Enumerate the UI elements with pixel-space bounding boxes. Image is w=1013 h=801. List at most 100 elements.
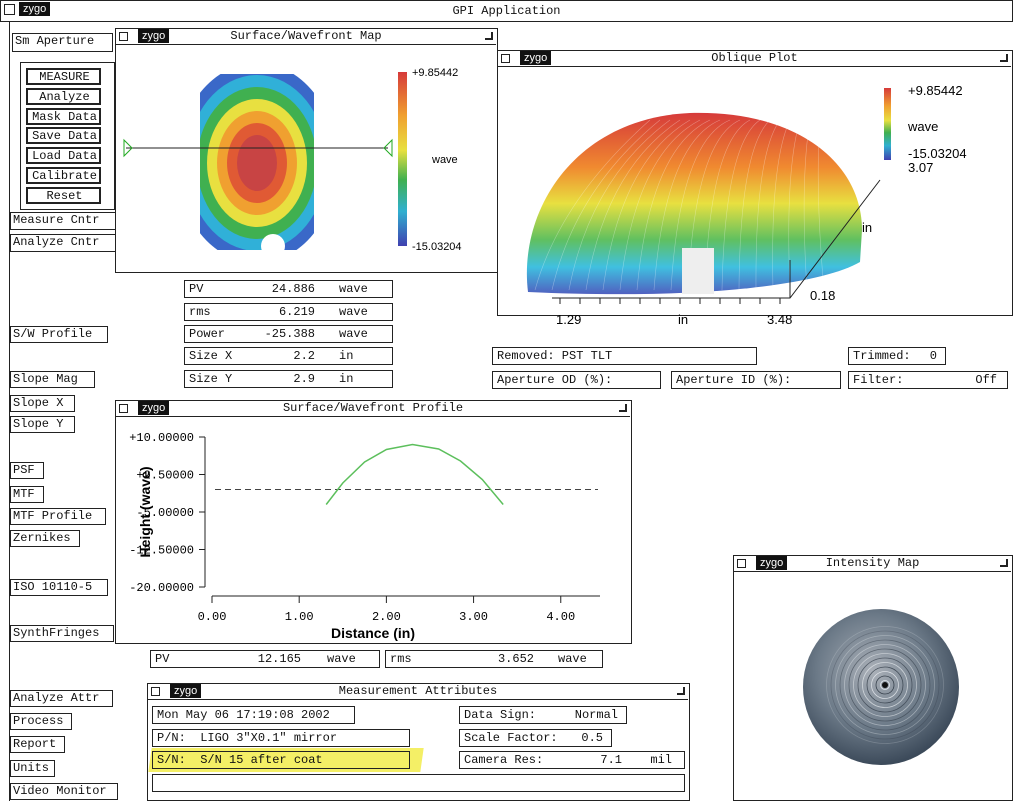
button[interactable]: Video Monitor (10, 783, 118, 800)
stat-value: 2.9 (293, 372, 315, 386)
value: 0 (929, 349, 937, 363)
stat-unit: in (339, 349, 354, 363)
logo: zygo (756, 556, 788, 570)
button[interactable]: ISO 10110-5 (10, 579, 108, 596)
button[interactable]: Slope Mag (10, 371, 95, 388)
button[interactable]: Analyze Attr (10, 690, 113, 707)
stat-label: rms (189, 305, 211, 319)
title-bar: zygo Intensity Map (734, 556, 1011, 572)
title-bar: zygo Measurement Attributes (148, 684, 688, 700)
stat-label: PV (189, 282, 204, 296)
button[interactable]: S/W Profile (10, 326, 108, 343)
button[interactable]: Analyze Cntr (10, 234, 117, 252)
window-menu[interactable] (1000, 559, 1008, 567)
stat-label: rms (390, 652, 412, 666)
stat-unit: wave (558, 652, 587, 666)
window-title: Measurement Attributes (338, 684, 498, 698)
stat-unit: wave (339, 327, 368, 341)
button[interactable]: Calibrate (26, 167, 101, 184)
button[interactable]: SynthFringes (10, 625, 114, 642)
button[interactable]: Analyze (26, 88, 101, 105)
window-menu[interactable] (619, 404, 627, 412)
stat-field: PV 24.886 wave (184, 280, 393, 298)
button[interactable]: Slope X (10, 395, 75, 412)
stat-label: Size X (189, 349, 233, 363)
stat-label: Power (189, 327, 226, 341)
stat-label: PV (155, 652, 170, 666)
logo: zygo (19, 2, 51, 16)
trimmed-field: Trimmed: 0 (848, 347, 946, 365)
button[interactable]: MTF Profile (10, 508, 106, 525)
close-box[interactable] (119, 32, 128, 41)
close-box[interactable] (737, 559, 746, 568)
app-title: GPI Application (452, 4, 561, 18)
stat-field: rms 6.219 wave (184, 303, 393, 321)
close-box[interactable] (4, 4, 15, 15)
value: 7.1 (600, 753, 622, 767)
button[interactable]: Slope Y (10, 416, 75, 433)
surface-map-window: zygo Surface/Wavefront Map (115, 28, 498, 273)
stat-label: Size Y (189, 372, 233, 386)
window-menu[interactable] (485, 32, 493, 40)
window-title: Oblique Plot (711, 51, 798, 65)
stat-value: 3.652 (497, 652, 534, 666)
close-box[interactable] (501, 54, 510, 63)
button[interactable]: MEASURE (26, 68, 101, 85)
logo: zygo (138, 29, 170, 43)
intensity-map-window: zygo Intensity Map (733, 555, 1013, 801)
aperture-id-field: Aperture ID (%): (671, 371, 841, 389)
oblique-plot-window: zygo Oblique Plot (497, 50, 1013, 316)
button[interactable]: Reset (26, 187, 101, 204)
camera-res-field: Camera Res: 7.1 mil (459, 751, 685, 769)
close-box[interactable] (119, 404, 128, 413)
button[interactable]: PSF (10, 462, 44, 479)
stat-field: rms 3.652 wave (385, 650, 603, 668)
logo: zygo (170, 684, 202, 698)
stat-value: 24.886 (271, 282, 315, 296)
stat-unit: wave (339, 282, 368, 296)
logo: zygo (520, 51, 552, 65)
left-border (9, 22, 10, 801)
value: Normal (574, 708, 618, 722)
button[interactable]: Load Data (26, 147, 101, 164)
logo: zygo (138, 401, 170, 415)
date-field: Mon May 06 17:19:08 2002 (152, 706, 355, 724)
label: Filter: (853, 373, 904, 387)
value: Off (975, 373, 997, 387)
button-group (20, 62, 115, 210)
button[interactable]: Save Data (26, 127, 101, 144)
window-title: Surface/Wavefront Map (230, 29, 382, 43)
button[interactable]: Units (10, 760, 55, 777)
window-menu[interactable] (1000, 54, 1008, 62)
button[interactable]: Measure Cntr (10, 212, 117, 230)
button[interactable]: Report (10, 736, 65, 753)
stat-value: 6.219 (278, 305, 315, 319)
title-bar: zygo Surface/Wavefront Profile (116, 401, 630, 417)
button[interactable]: MTF (10, 486, 44, 503)
stat-value: 12.165 (257, 652, 301, 666)
pn-field: P/N: LIGO 3"X0.1" mirror (152, 729, 410, 747)
filter-field: Filter: Off (848, 371, 1008, 389)
button[interactable]: Sm Aperture (12, 33, 113, 52)
button[interactable]: Zernikes (10, 530, 80, 547)
empty-field (152, 774, 685, 792)
stat-unit: wave (327, 652, 356, 666)
close-box[interactable] (151, 687, 160, 696)
unit: mil (650, 753, 672, 767)
sn-field: S/N: S/N 15 after coat (152, 751, 410, 769)
stat-value: -25.388 (264, 327, 315, 341)
profile-window: zygo Surface/Wavefront Profile (115, 400, 632, 644)
data-sign-field: Data Sign: Normal (459, 706, 627, 724)
button[interactable]: Process (10, 713, 72, 730)
aperture-od-field: Aperture OD (%): (492, 371, 661, 389)
window-title: Surface/Wavefront Profile (282, 401, 464, 415)
button[interactable]: Mask Data (26, 108, 101, 125)
stat-value: 2.2 (293, 349, 315, 363)
label: Trimmed: (853, 349, 911, 363)
window-title: Intensity Map (825, 556, 920, 570)
stat-field: Size Y 2.9 in (184, 370, 393, 388)
label: Data Sign: (464, 708, 537, 722)
window-menu[interactable] (677, 687, 685, 695)
